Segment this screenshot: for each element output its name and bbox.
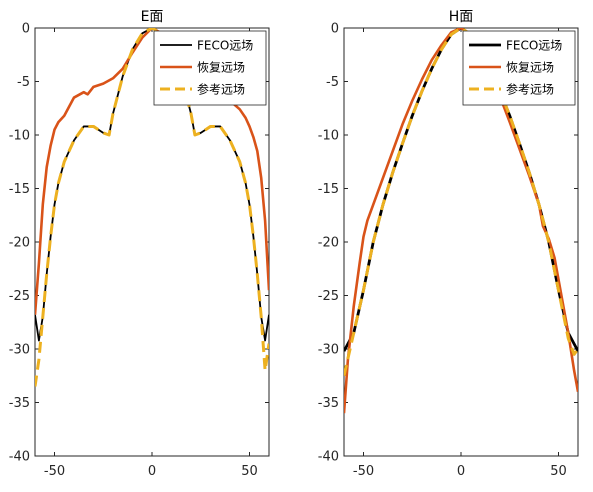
legend-label: 恢复远场	[197, 61, 245, 75]
y-tick-label: 0	[22, 22, 30, 37]
y-tick-label: -35	[318, 396, 339, 411]
y-tick-label: -15	[9, 182, 30, 197]
y-tick-label: -20	[318, 236, 339, 251]
y-tick-label: -35	[9, 396, 30, 411]
legend-label: 参考远场	[506, 82, 554, 97]
chart-title: H面	[449, 9, 474, 25]
y-tick-label: -40	[9, 450, 30, 465]
x-tick-label: 0	[148, 464, 156, 479]
x-tick-label: 50	[241, 464, 258, 479]
y-tick-label: -25	[9, 289, 30, 304]
x-tick-label: 50	[550, 464, 567, 479]
legend-label: FECO远场	[506, 39, 562, 53]
chart-title: E面	[141, 9, 164, 25]
y-tick-label: -30	[9, 343, 30, 358]
x-tick-label: -50	[353, 464, 374, 479]
chart-panel-2: 0 -5 -10 -15 -20 -25 -30 -35 -40 -50 0 50 H面 FECO远场恢复…	[318, 9, 579, 479]
x-tick-label: -50	[44, 464, 65, 479]
y-tick-label: -20	[9, 236, 30, 251]
y-tick-label: 0	[331, 22, 339, 37]
y-tick-label: -25	[318, 289, 339, 304]
series-line-recovered	[35, 28, 269, 315]
y-tick-label: -5	[326, 75, 339, 90]
y-tick-label: -15	[318, 182, 339, 197]
y-tick-label: -10	[318, 129, 339, 144]
series-line-reference	[35, 28, 269, 387]
series-group	[35, 28, 269, 387]
y-tick-label: -5	[17, 75, 30, 90]
legend-label: 恢复远场	[506, 61, 554, 75]
y-tick-label: -30	[318, 343, 339, 358]
x-tick-label: 0	[457, 464, 465, 479]
legend-label: FECO远场	[197, 39, 253, 53]
chart-panel-1: 0 -5 -10 -15 -20 -25 -30 -35 -40 -50 0 50 E面 FECO远场恢复…	[9, 9, 270, 479]
legend-label: 参考远场	[197, 82, 245, 97]
y-tick-label: -40	[318, 450, 339, 465]
y-tick-label: -10	[9, 129, 30, 144]
